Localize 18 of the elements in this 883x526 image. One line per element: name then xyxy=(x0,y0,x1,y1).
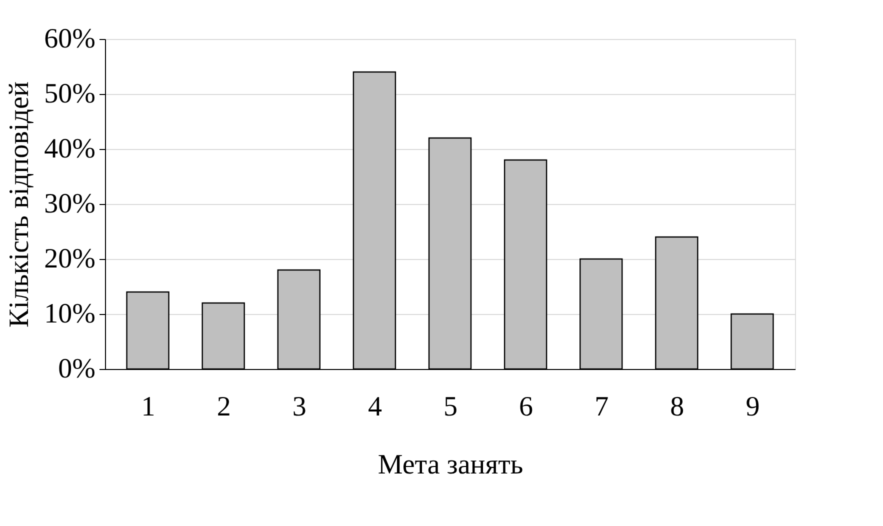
x-tick-label: 6 xyxy=(519,392,534,422)
x-tick-label: 5 xyxy=(444,392,458,422)
x-tick-label: 2 xyxy=(216,392,231,422)
y-tick-label: 40% xyxy=(44,134,96,164)
x-tick-label: 7 xyxy=(594,392,609,422)
x-axis-title: Мета занять xyxy=(378,450,524,480)
x-tick-label: 4 xyxy=(368,392,382,422)
y-axis-title: Кількість відповідей xyxy=(4,82,36,328)
y-tick-label: 10% xyxy=(44,298,96,330)
x-tick-label: 3 xyxy=(292,392,306,422)
x-tick-label: 1 xyxy=(141,392,156,422)
y-tick-label: 20% xyxy=(44,244,96,274)
x-tick-label: 8 xyxy=(670,392,684,422)
x-tick-label: 9 xyxy=(746,392,760,422)
y-tick-label: 50% xyxy=(44,78,96,110)
y-tick-label: 0% xyxy=(58,354,96,384)
y-tick-label: 30% xyxy=(44,188,96,220)
y-tick-label: 60% xyxy=(44,24,96,54)
